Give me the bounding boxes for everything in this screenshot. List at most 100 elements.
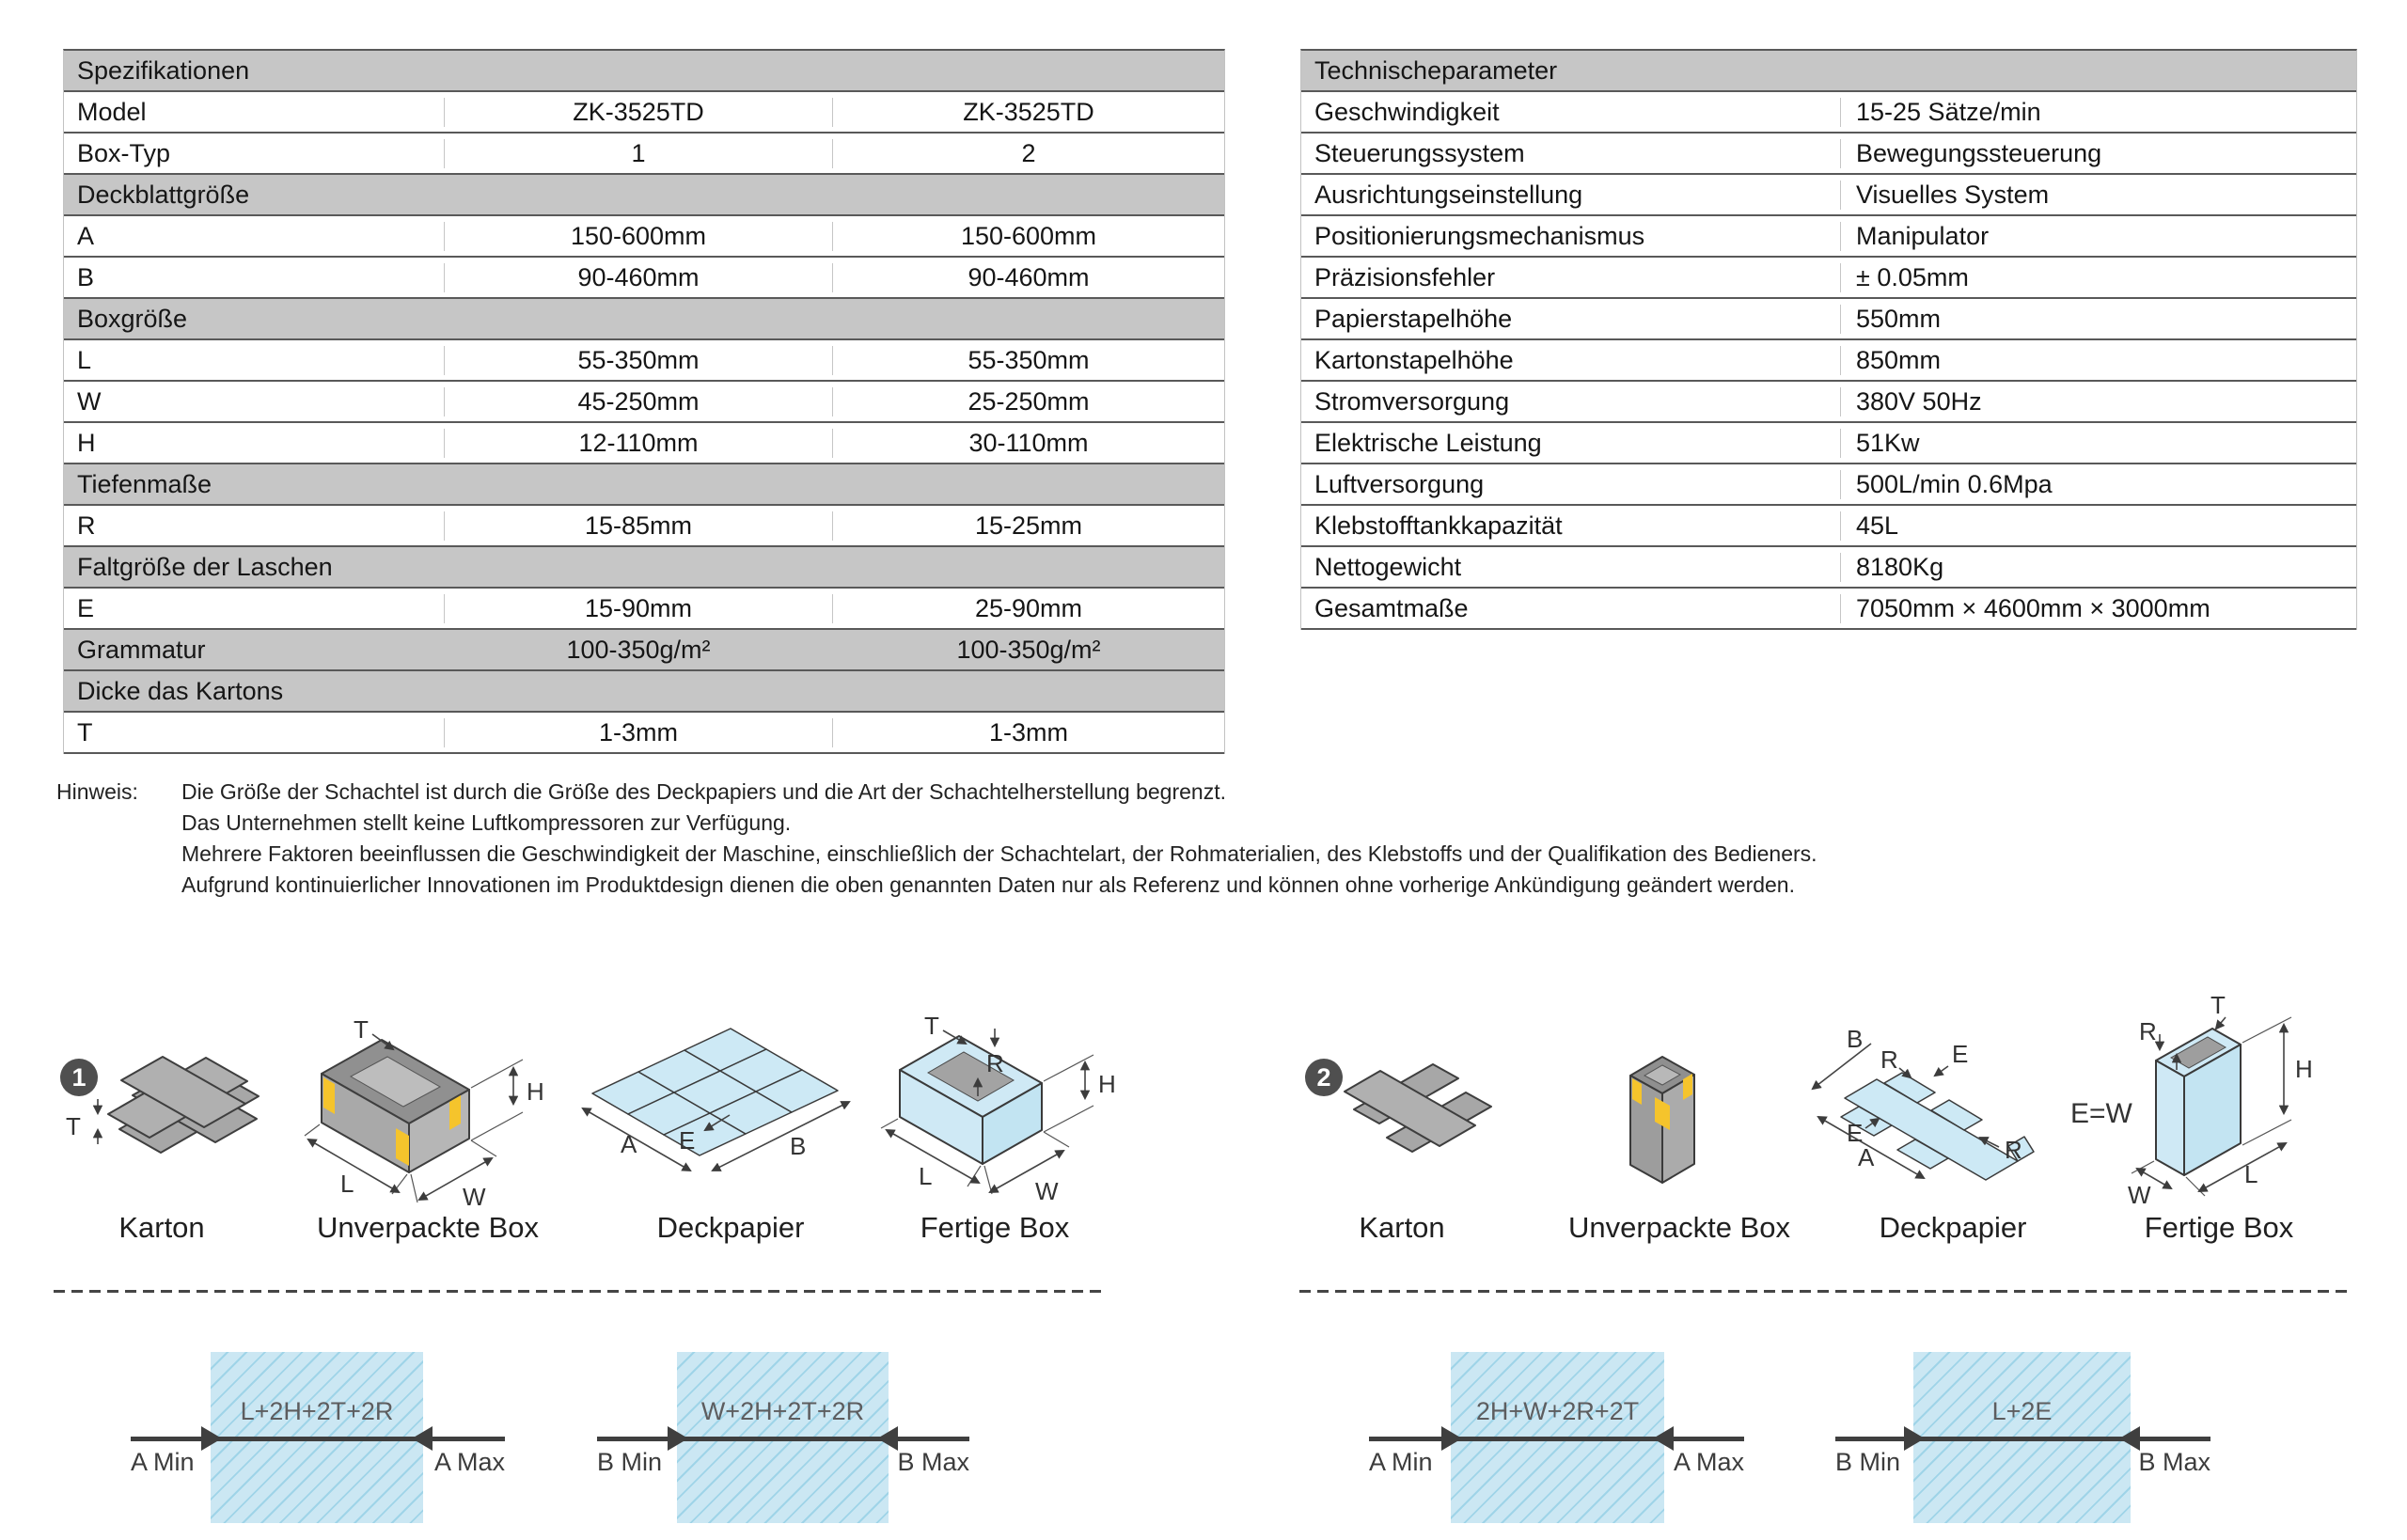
row-label: R	[64, 511, 445, 541]
dim-label-l: L	[340, 1170, 354, 1198]
note-label: Hinweis:	[56, 779, 138, 804]
range-formula-2: W+2H+2T+2R	[700, 1397, 865, 1425]
row-value-2: 25-250mm	[968, 386, 1090, 416]
dim-label-w: W	[463, 1183, 486, 1211]
range-arrow-1	[131, 1437, 505, 1441]
step-badge-1: 1	[60, 1059, 98, 1096]
corner-tab	[323, 1077, 335, 1114]
table-row: B 90-460mm 90-460mm	[64, 258, 1224, 299]
row-label: Geschwindigkeit	[1301, 97, 1841, 127]
table-row: Steuerungssystem Bewegungssteuerung	[1301, 134, 2356, 175]
row-label: Stromversorgung	[1301, 386, 1841, 416]
dim-label-e: E	[679, 1126, 695, 1155]
dim-label-r1: R	[1880, 1045, 1898, 1074]
table-row: L 55-350mm 55-350mm	[64, 340, 1224, 382]
row-label: Ausrichtungseinstellung	[1301, 180, 1841, 210]
dashed-separator-left	[54, 1290, 1105, 1293]
unverpackte-box-1-diagram: T H L W	[304, 1017, 544, 1211]
dim-label-e1: E	[1952, 1040, 1968, 1068]
section-label: Dicke das Kartons	[77, 676, 284, 705]
row-label: T	[64, 717, 445, 747]
caption-unverpackte-box-2: Unverpackte Box	[1567, 1211, 1791, 1244]
range-max-label-1: A Max	[433, 1448, 505, 1476]
row-value-2: 2	[1021, 138, 1036, 167]
range-formula-4: L+2E	[1991, 1397, 2053, 1425]
table-section-row: Technischeparameter	[1301, 51, 2356, 92]
dashed-separator-right	[1299, 1290, 2347, 1293]
table-row: Geschwindigkeit 15-25 Sätze/min	[1301, 92, 2356, 134]
range-min-label-2: B Min	[597, 1448, 663, 1476]
row-value-1: 150-600mm	[445, 221, 833, 251]
caption-deckpapier-1: Deckpapier	[656, 1211, 805, 1244]
row-value-1: 15-85mm	[445, 511, 833, 541]
row-label: Steuerungssystem	[1301, 138, 1841, 168]
row-value-2: 30-110mm	[968, 428, 1089, 457]
note-line: Das Unternehmen stellt keine Luftkompres…	[181, 810, 792, 835]
caption-deckpapier-2: Deckpapier	[1879, 1211, 2027, 1244]
dim-label-l: L	[2244, 1160, 2258, 1188]
table-row: Ausrichtungseinstellung Visuelles System	[1301, 175, 2356, 216]
row-value: Manipulator	[1856, 221, 1990, 250]
row-value: 15-25 Sätze/min	[1856, 97, 2041, 126]
note-text: Die Größe der Schachtel ist durch die Gr…	[181, 777, 1817, 901]
note-line: Die Größe der Schachtel ist durch die Gr…	[181, 779, 1226, 804]
table-section-row: Boxgröße	[64, 299, 1224, 340]
row-label: Klebstofftankkapazität	[1301, 511, 1841, 541]
corner-tab	[1632, 1078, 1642, 1105]
e-equals-w-note: E=W	[2070, 1098, 2132, 1129]
deckpapier-1-diagram: A B E	[581, 1028, 851, 1172]
row-label: Box-Typ	[64, 138, 445, 168]
row-value-1: 100-350g/m²	[445, 635, 833, 665]
row-value: Visuelles System	[1856, 180, 2050, 209]
arrowhead-right-icon	[201, 1426, 222, 1451]
dim-label-l: L	[919, 1162, 932, 1190]
row-value: ± 0.05mm	[1856, 262, 1969, 291]
range-max-label-2: B Max	[897, 1448, 969, 1476]
arrowhead-right-icon	[1441, 1426, 1462, 1451]
row-label: L	[64, 345, 445, 375]
row-value-2: 150-600mm	[960, 221, 1097, 250]
row-value-2: 1-3mm	[988, 717, 1068, 746]
row-value-2: 100-350g/m²	[956, 635, 1101, 664]
range-arrow-3	[1369, 1437, 1744, 1441]
row-value-2: 90-460mm	[968, 262, 1090, 291]
row-value-2: 25-90mm	[974, 593, 1083, 622]
caption-karton-1: Karton	[118, 1211, 205, 1244]
dim-label-r: R	[986, 1049, 1004, 1077]
fertige-box-2-diagram: R T H L W	[2128, 997, 2313, 1208]
range-min-label-4: B Min	[1835, 1448, 1901, 1476]
row-label: Positionierungsmechanismus	[1301, 221, 1841, 251]
table-row: Box-Typ 1 2	[64, 134, 1224, 175]
table-row: Kartonstapelhöhe 850mm	[1301, 340, 2356, 382]
row-label: B	[64, 262, 445, 292]
caption-fertige-box-2: Fertige Box	[2144, 1211, 2294, 1244]
note-line: Mehrere Faktoren beeinflussen die Geschw…	[181, 841, 1817, 866]
row-value: 8180Kg	[1856, 552, 1944, 581]
arrowhead-left-icon	[1653, 1426, 1674, 1451]
table-row: Klebstofftankkapazität 45L	[1301, 506, 2356, 547]
row-label: Gesamtmaße	[1301, 593, 1841, 623]
karton-1-diagram: T	[66, 1056, 260, 1154]
technical-parameters-table: Technischeparameter Geschwindigkeit 15-25…	[1300, 49, 2357, 630]
range-min-label-1: A Min	[131, 1448, 195, 1476]
row-label: Elektrische Leistung	[1301, 428, 1841, 458]
range-arrow-4	[1835, 1437, 2210, 1441]
table-row-grammatur: Grammatur 100-350g/m² 100-350g/m²	[64, 630, 1224, 671]
section-label: Deckblattgröße	[77, 180, 250, 209]
row-value: 500L/min 0.6Mpa	[1856, 469, 2053, 498]
row-label: Luftversorgung	[1301, 469, 1841, 499]
note-line: Aufgrund kontinuierlicher Innovationen i…	[181, 872, 1795, 897]
range-formula-1: L+2H+2T+2R	[240, 1397, 394, 1425]
row-label: Papierstapelhöhe	[1301, 304, 1841, 334]
specifications-table: Spezifikationen Model ZK-3525TD ZK-3525TD …	[63, 49, 1225, 754]
table-row: H 12-110mm 30-110mm	[64, 423, 1224, 464]
row-value-1: 1	[445, 138, 833, 168]
dim-label-b: B	[1847, 1025, 1863, 1053]
dim-label-h: H	[1098, 1070, 1116, 1098]
dim-label-h: H	[527, 1077, 544, 1106]
table-section-row: Spezifikationen	[64, 51, 1224, 92]
step-badge-2: 2	[1305, 1059, 1343, 1096]
section-label: Boxgröße	[77, 304, 188, 333]
row-value-1: 12-110mm	[445, 428, 833, 458]
corner-tab	[1683, 1074, 1692, 1100]
